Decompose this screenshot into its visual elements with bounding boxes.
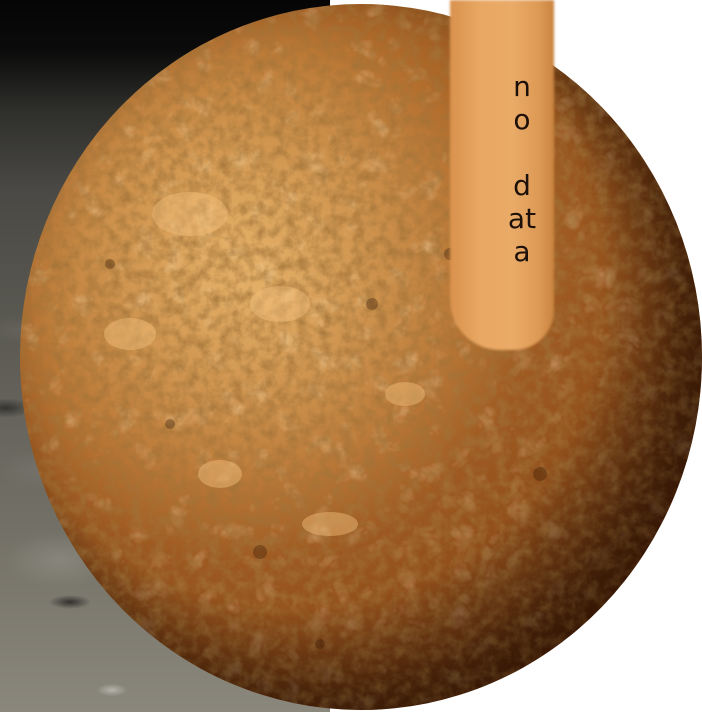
crater-texture	[20, 4, 702, 710]
planet-globe	[20, 4, 702, 710]
no-data-label: no data	[507, 70, 537, 268]
label-line-1: no	[513, 70, 531, 136]
label-line-2: data	[507, 169, 537, 268]
label-gap	[507, 136, 537, 169]
no-data-region	[450, 0, 554, 350]
